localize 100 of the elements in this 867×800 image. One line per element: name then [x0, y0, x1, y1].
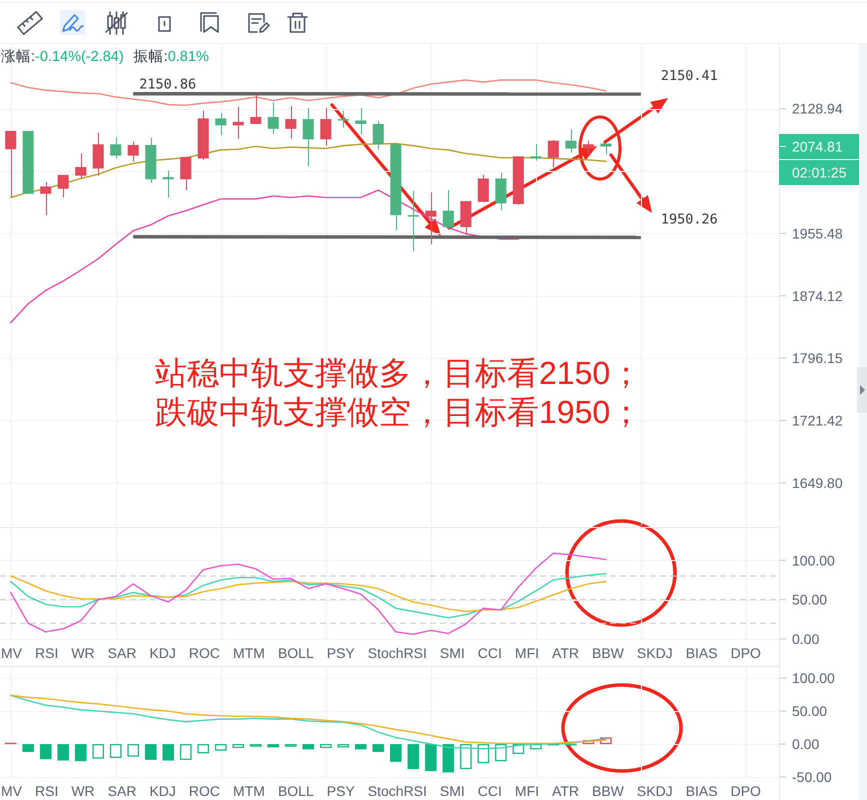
bar: [144, 744, 156, 760]
candlestick: [408, 190, 419, 252]
candlestick: [582, 140, 594, 155]
line-series: [10, 552, 607, 635]
text: BBW: [592, 783, 625, 799]
bar: [40, 744, 52, 760]
y-tick-label: 0.00: [792, 736, 820, 752]
text: WR: [71, 645, 95, 661]
y-tick-label: 50.00: [792, 592, 828, 608]
bar: [197, 744, 210, 754]
text: MTM: [233, 783, 265, 799]
candlestick: [5, 130, 16, 198]
candlestick: [75, 152, 86, 180]
text: PSY: [326, 783, 356, 799]
text: MV: [1, 645, 23, 661]
bar: [214, 744, 227, 751]
bar: [425, 744, 437, 772]
candlestick: [110, 136, 122, 159]
bar: [74, 744, 86, 762]
candlestick: [58, 174, 69, 198]
bar: [495, 744, 507, 762]
bar: [92, 744, 104, 759]
line-series: [10, 79, 607, 106]
annotation: 跌破中轨支撑做空，目标看1950；: [155, 394, 642, 430]
candlestick: [425, 192, 436, 245]
data-label: 2150.41: [660, 68, 718, 84]
candlestick: [215, 112, 226, 136]
text: BBW: [592, 645, 625, 661]
candlestick: [162, 170, 174, 198]
candlestick: [478, 174, 489, 202]
text: ROC: [188, 783, 220, 799]
y-tick-label: 0.00: [792, 631, 820, 647]
text: SKDJ: [636, 645, 673, 661]
text: BIAS: [686, 783, 718, 799]
data-label: 1950.26: [660, 211, 718, 228]
bar: [180, 744, 192, 760]
text: MFI: [514, 783, 540, 799]
candlestick: [180, 156, 192, 191]
annotation: 站稳中轨支撑做多，目标看2150；: [155, 355, 642, 391]
bar: [22, 744, 34, 752]
candlestick: [250, 94, 262, 124]
bar: [57, 744, 69, 761]
candlestick: [530, 144, 542, 162]
text: 2074.81: [792, 138, 843, 155]
line-series: [10, 190, 519, 324]
text: WR: [71, 783, 95, 799]
y-tick-label: 1874.12: [792, 288, 843, 304]
y-tick-label: -50.00: [792, 769, 832, 785]
candlestick: [548, 140, 559, 168]
text: SMI: [440, 645, 465, 661]
text: SKDJ: [636, 783, 673, 799]
text: MTM: [233, 645, 265, 661]
candlestick: [355, 108, 366, 135]
bar: [110, 744, 122, 758]
bar: [442, 744, 454, 772]
candlestick: [302, 108, 314, 167]
bar: [460, 744, 472, 770]
text: DPO: [730, 645, 762, 661]
bar: [127, 744, 139, 757]
text: BOLL: [278, 783, 314, 799]
bar: [390, 744, 402, 762]
candlestick: [565, 129, 576, 154]
text: ROC: [188, 645, 220, 661]
bar: [478, 744, 490, 764]
text: BIAS: [686, 645, 718, 661]
text: SAR: [108, 645, 136, 661]
y-tick-label: 100.00: [792, 670, 836, 686]
text: KDJ: [149, 783, 176, 799]
text: MV: [1, 783, 23, 799]
bar: [162, 744, 174, 761]
chart-title: 涨幅:-0.14%(-2.84): [1, 48, 124, 65]
bar: [232, 744, 244, 748]
candlestick: [128, 140, 139, 162]
candlestick: [268, 102, 279, 134]
text: StochRSI: [368, 645, 427, 661]
text: SMI: [440, 783, 465, 799]
text: SAR: [108, 783, 136, 799]
text: KDJ: [149, 645, 176, 661]
bar: [302, 744, 314, 750]
bar: [372, 744, 384, 752]
candlestick: [372, 120, 384, 150]
candlestick: [320, 108, 332, 146]
bar: [355, 744, 367, 750]
text: ATR: [552, 783, 579, 799]
text: 02:01:25: [792, 164, 847, 181]
text: RSI: [35, 783, 58, 799]
y-tick-label: 1796.15: [792, 350, 843, 366]
y-tick-label: 1649.80: [792, 474, 843, 491]
chart-subtitle: 振幅:0.81%: [134, 48, 209, 65]
candlestick: [285, 105, 296, 140]
bar: [530, 744, 542, 750]
text: RSI: [35, 645, 58, 661]
y-tick-label: 1955.48: [792, 225, 843, 242]
candlestick: [600, 143, 612, 155]
text: PSY: [326, 645, 356, 661]
text: StochRSI: [368, 783, 427, 799]
line-series: [10, 573, 607, 618]
bar: [338, 744, 350, 748]
bar: [320, 744, 332, 748]
y-tick-label: 1721.42: [792, 412, 843, 428]
